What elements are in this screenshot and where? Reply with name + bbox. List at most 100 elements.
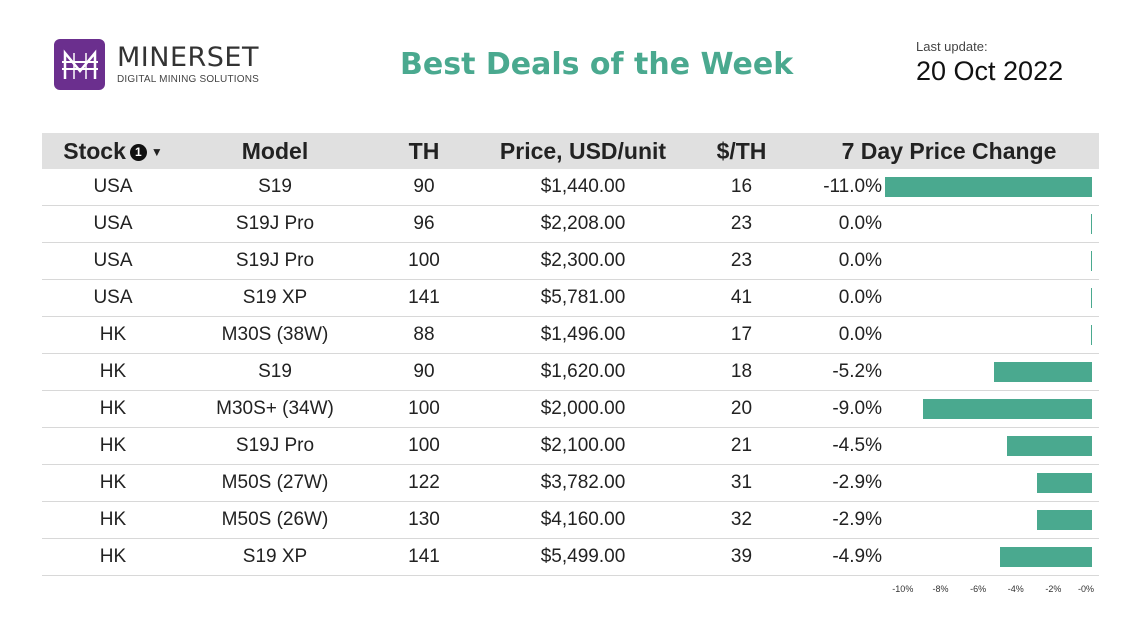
stock-cell: USA [42,279,184,317]
table-row: HK S19 90 $1,620.00 18 -5.2% [42,353,1100,391]
table-row: USA S19 90 $1,440.00 16 -11.0% [42,169,1100,206]
change-label-cell: -2.9% [799,501,884,539]
bar-axis: -10% -8% -6% -4% -2% -0% [883,580,1099,596]
per-th-cell: 32 [684,501,799,539]
change-bar-cell [884,538,1100,576]
stock-cell: USA [42,205,184,243]
price-cell: $1,440.00 [482,169,684,206]
logo: MINERSET DIGITAL MINING SOLUTIONS [54,39,259,90]
th-cell: 130 [366,501,482,539]
change-bar [1037,510,1092,530]
per-th-cell: 41 [684,279,799,317]
model-cell: S19 XP [184,538,366,576]
table-row: HK M50S (27W) 122 $3,782.00 31 -2.9% [42,464,1100,502]
stock-cell: HK [42,427,184,465]
model-cell: S19J Pro [184,242,366,280]
change-label-cell: 0.0% [799,316,884,354]
change-label-cell: -4.9% [799,538,884,576]
header-model[interactable]: Model [184,133,366,169]
price-cell: $2,100.00 [482,427,684,465]
stock-cell: HK [42,316,184,354]
table-row: HK M30S+ (34W) 100 $2,000.00 20 -9.0% [42,390,1100,428]
price-cell: $1,496.00 [482,316,684,354]
header-per-th[interactable]: $/TH [684,133,799,169]
axis-tick-label: -4% [1007,584,1024,594]
change-bar [885,177,1092,197]
price-cell: $2,208.00 [482,205,684,243]
model-cell: S19J Pro [184,205,366,243]
change-bar [999,547,1092,567]
per-th-cell: 21 [684,427,799,465]
model-cell: S19 [184,169,366,206]
sort-down-icon[interactable]: ▼ [150,145,163,160]
table-row: HK S19J Pro 100 $2,100.00 21 -4.5% [42,427,1100,465]
change-bar-cell [884,464,1100,502]
change-bar [1090,325,1092,345]
info-icon[interactable]: 1 [129,143,147,161]
per-th-cell: 31 [684,464,799,502]
per-th-cell: 20 [684,390,799,428]
minerset-logo-icon [54,39,105,90]
change-label-cell: 0.0% [799,242,884,280]
per-th-cell: 23 [684,205,799,243]
stock-cell: USA [42,242,184,280]
table-row: USA S19J Pro 100 $2,300.00 23 0.0% [42,242,1100,280]
model-cell: M50S (27W) [184,464,366,502]
th-cell: 141 [366,538,482,576]
change-bar-cell [884,316,1100,354]
th-cell: 90 [366,169,482,206]
change-bar [922,399,1092,419]
header-stock[interactable]: Stock 1 ▼ [42,133,184,169]
last-update-date: 20 Oct 2022 [916,56,1064,86]
header-price[interactable]: Price, USD/unit [482,133,684,169]
th-cell: 88 [366,316,482,354]
table-header-row: Stock 1 ▼ Model TH Price, USD/unit $/TH 7 … [42,133,1100,169]
header-price-change[interactable]: 7 Day Price Change [799,133,1100,169]
change-bar-cell [884,427,1100,465]
per-th-cell: 39 [684,538,799,576]
change-bar [1007,436,1092,456]
change-bar-cell [884,353,1100,391]
change-label-cell: 0.0% [799,205,884,243]
header-th[interactable]: TH [366,133,482,169]
stock-cell: HK [42,353,184,391]
change-label-cell: -9.0% [799,390,884,428]
price-cell: $1,620.00 [482,353,684,391]
th-cell: 100 [366,427,482,465]
logo-name: MINERSET [117,42,259,73]
change-label-cell: -2.9% [799,464,884,502]
th-cell: 96 [366,205,482,243]
price-cell: $3,782.00 [482,464,684,502]
change-bar-cell [884,279,1100,317]
stock-cell: HK [42,464,184,502]
change-label-cell: -11.0% [799,169,884,206]
per-th-cell: 23 [684,242,799,280]
price-cell: $4,160.00 [482,501,684,539]
change-bar [1090,288,1092,308]
deals-table: Stock 1 ▼ Model TH Price, USD/unit $/TH 7 … [42,133,1100,576]
last-update-label: Last update: [916,39,988,54]
table-row: HK S19 XP 141 $5,499.00 39 -4.9% [42,538,1100,576]
axis-tick-label: -6% [970,584,987,594]
table-row: HK M50S (26W) 130 $4,160.00 32 -2.9% [42,501,1100,539]
th-cell: 100 [366,390,482,428]
change-bar-cell [884,242,1100,280]
stock-cell: HK [42,538,184,576]
change-bar [994,362,1092,382]
stock-cell: HK [42,501,184,539]
price-cell: $2,300.00 [482,242,684,280]
th-cell: 122 [366,464,482,502]
stock-cell: HK [42,390,184,428]
price-cell: $2,000.00 [482,390,684,428]
stock-cell: USA [42,169,184,206]
price-cell: $5,781.00 [482,279,684,317]
table-row: USA S19J Pro 96 $2,208.00 23 0.0% [42,205,1100,243]
per-th-cell: 18 [684,353,799,391]
table-row: USA S19 XP 141 $5,781.00 41 0.0% [42,279,1100,317]
change-label-cell: -5.2% [799,353,884,391]
th-cell: 90 [366,353,482,391]
per-th-cell: 16 [684,169,799,206]
th-cell: 100 [366,242,482,280]
axis-tick-label: -2% [1045,584,1062,594]
change-bar-cell [884,169,1100,206]
